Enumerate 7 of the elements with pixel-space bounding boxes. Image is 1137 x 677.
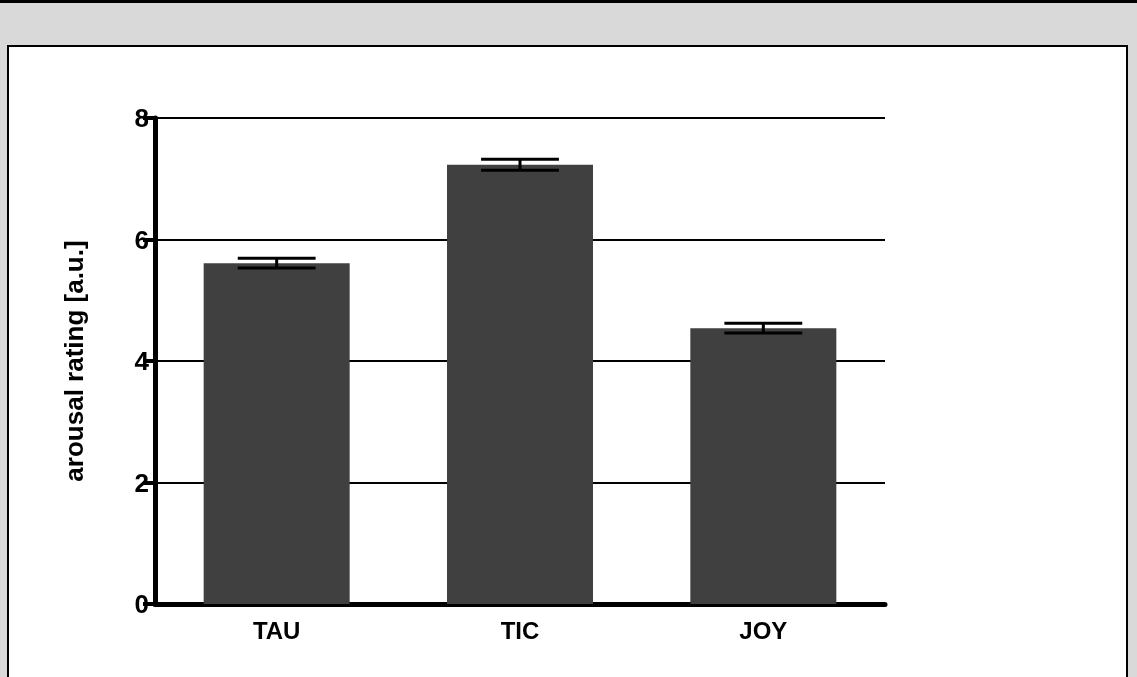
bar [690, 328, 837, 604]
bar [203, 263, 350, 604]
x-tick-label: JOY [739, 616, 788, 644]
y-axis-title: arousal rating [a.u.] [59, 240, 89, 482]
bar [447, 164, 593, 604]
x-tick-label: TAU [252, 616, 301, 644]
x-tick-label: TIC [500, 616, 540, 644]
